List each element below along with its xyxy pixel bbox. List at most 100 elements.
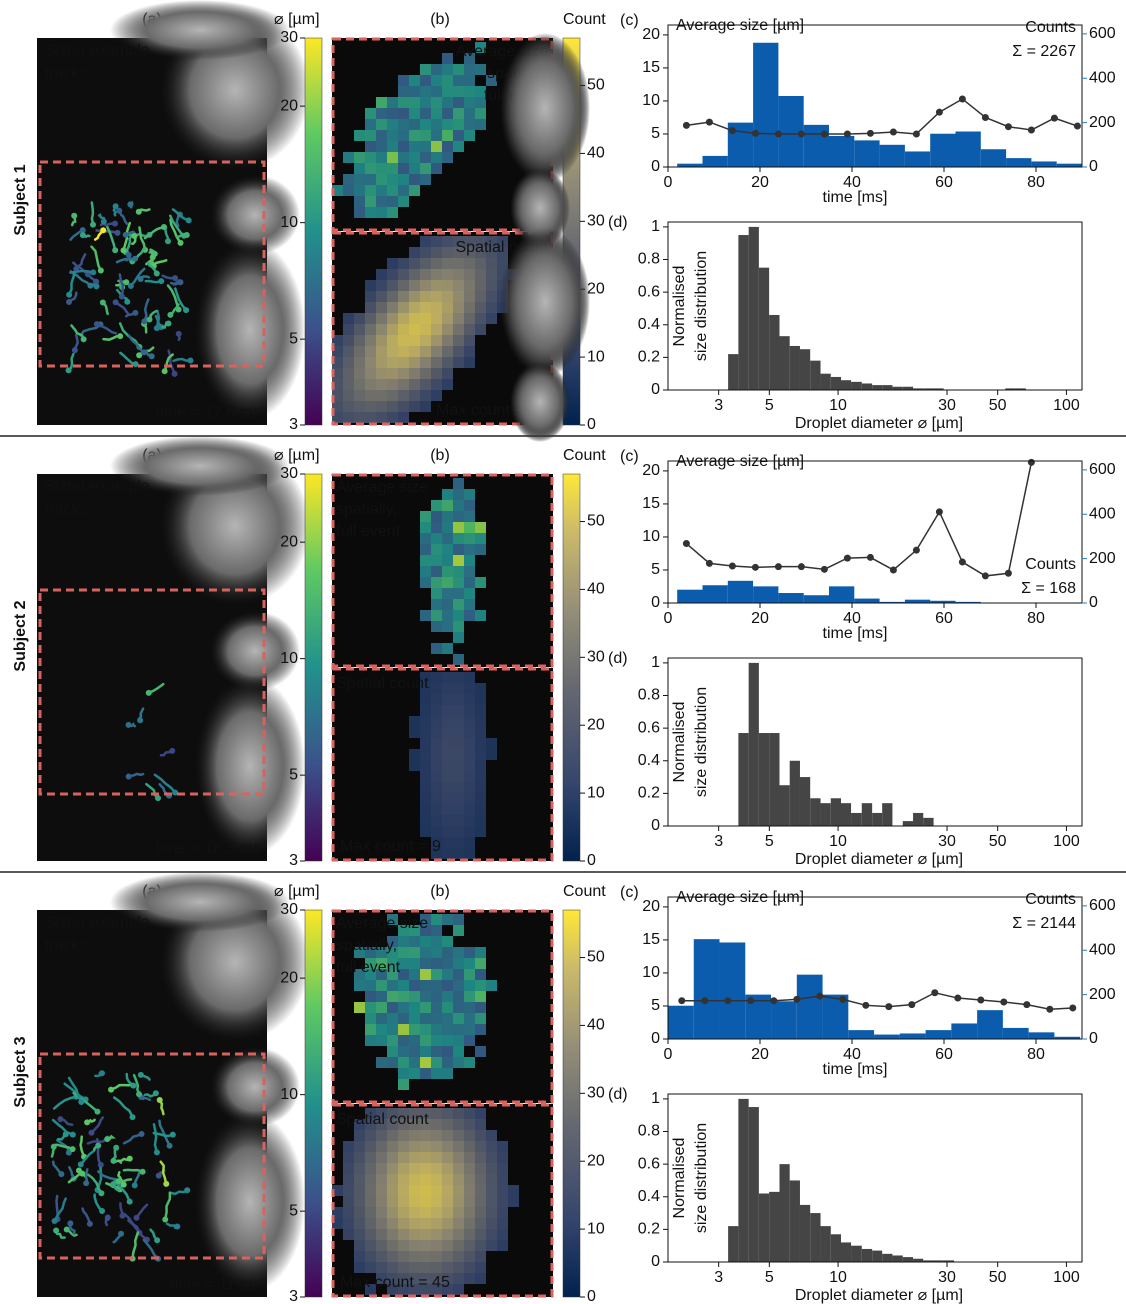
heatmap-cell: [420, 1273, 431, 1284]
size-bar: [769, 733, 780, 826]
heatmap-cell: [464, 1262, 475, 1273]
heatmap-cell: [420, 804, 431, 815]
heatmap-cell: [365, 302, 376, 313]
heatmap-cell: [409, 401, 420, 412]
heatmap-cell: [387, 1013, 398, 1024]
heatmap-cell: [431, 716, 442, 727]
heatmap-cell: [442, 1141, 453, 1152]
example-track: [87, 1173, 103, 1195]
heatmap-cell: [497, 236, 508, 247]
size-point: [1000, 998, 1008, 1006]
heatmap-cell: [431, 500, 442, 511]
heatmap-cell: [442, 947, 453, 958]
heatmap-cell: [431, 566, 442, 577]
heatmap-cell: [464, 324, 475, 335]
heatmap-cell: [442, 760, 453, 771]
track-head: [127, 282, 134, 289]
heatmap-cell: [365, 1229, 376, 1240]
heatmap-cell: [442, 566, 453, 577]
heatmap-caption: Spatial count: [336, 675, 429, 692]
track-head: [146, 316, 153, 323]
heatmap-cell: [387, 1207, 398, 1218]
y-tick-label: 0.8: [638, 687, 660, 704]
size-point: [866, 553, 874, 561]
track-head: [93, 278, 100, 285]
heatmap-caption: Spatial count: [336, 1111, 429, 1128]
heatmap-cell: [431, 119, 442, 130]
count-bar: [1006, 158, 1032, 167]
count-bar: [668, 1005, 694, 1039]
heatmap-cell: [453, 291, 464, 302]
heatmap-cell: [409, 130, 420, 141]
heatmap-cell: [475, 1196, 486, 1207]
heatmap-cell: [475, 804, 486, 815]
heatmap-cell: [475, 727, 486, 738]
heatmap-cell: [365, 291, 376, 302]
heatmap-panel: [332, 33, 590, 1103]
example-track: [90, 1116, 105, 1134]
heatmap-cell: [431, 1024, 442, 1035]
heatmap-cell: [365, 1240, 376, 1251]
heatmap-cell: [343, 1185, 354, 1196]
heatmap-cell: [464, 1218, 475, 1229]
heatmap-cell: [486, 1185, 497, 1196]
heatmap-cell: [420, 533, 431, 544]
heatmap-cell: [365, 196, 376, 207]
heatmap-cell: [431, 588, 442, 599]
track-head: [95, 1142, 102, 1149]
heatmap-caption: spatially,: [336, 501, 397, 518]
heatmap-cell: [497, 1141, 508, 1152]
heatmap-cell: [453, 1141, 464, 1152]
heatmap-cell: [387, 152, 398, 163]
heatmap-cell: [387, 991, 398, 1002]
colorbar-tick-label: 10: [587, 1220, 605, 1237]
x-axis-title: time [ms]: [823, 625, 888, 642]
heatmap-cell: [332, 1218, 343, 1229]
heatmap-cell: [376, 1152, 387, 1163]
count-bar: [1054, 1036, 1081, 1039]
size-point: [682, 540, 690, 548]
size-point: [705, 559, 713, 567]
track-head: [122, 231, 129, 238]
photo-panel: [37, 872, 310, 1297]
heatmap-cell: [464, 958, 475, 969]
heatmap-cell: [365, 1108, 376, 1119]
heatmap-cell: [365, 1284, 376, 1295]
heatmap-cell: [420, 522, 431, 533]
heatmap-cell: [486, 302, 497, 313]
heatmap-cell: [453, 1013, 464, 1024]
heatmap-cell: [431, 672, 442, 683]
heatmap-cell: [475, 269, 486, 280]
heatmap-cell: [464, 53, 475, 64]
count-bar: [930, 600, 956, 603]
size-bar: [830, 798, 841, 826]
heatmap-cell: [431, 346, 442, 357]
x-tick-label: 60: [935, 610, 953, 627]
size-bar: [758, 733, 770, 826]
heatmap-cell: [354, 390, 365, 401]
x-tick-label: 60: [935, 174, 953, 191]
heatmap-cell: [409, 1024, 420, 1035]
heatmap-cell: [464, 588, 475, 599]
heatmap-cell: [343, 185, 354, 196]
heatmap-cell: [420, 247, 431, 258]
track-head: [112, 203, 119, 210]
heatmap-cell: [398, 1229, 409, 1240]
heatmap-cell: [442, 1024, 453, 1035]
heatmap-cell: [409, 991, 420, 1002]
size-bar: [882, 803, 893, 826]
heatmap-cell: [453, 1046, 464, 1057]
colorbar-title: ⌀ [µm]: [274, 883, 320, 900]
heatmap-border: [331, 1103, 554, 1298]
size-point: [1073, 122, 1081, 130]
heatmap-cell: [365, 346, 376, 357]
count-bar: [727, 580, 754, 603]
heatmap-cell: [420, 141, 431, 152]
heatmap-cell: [365, 1141, 376, 1152]
colorbar-tick-label: 5: [289, 1202, 298, 1219]
heatmap-cell: [365, 280, 376, 291]
heatmap-cell: [354, 335, 365, 346]
size-bar: [799, 349, 811, 390]
heatmap-cell: [420, 357, 431, 368]
heatmap-cell: [453, 75, 464, 86]
